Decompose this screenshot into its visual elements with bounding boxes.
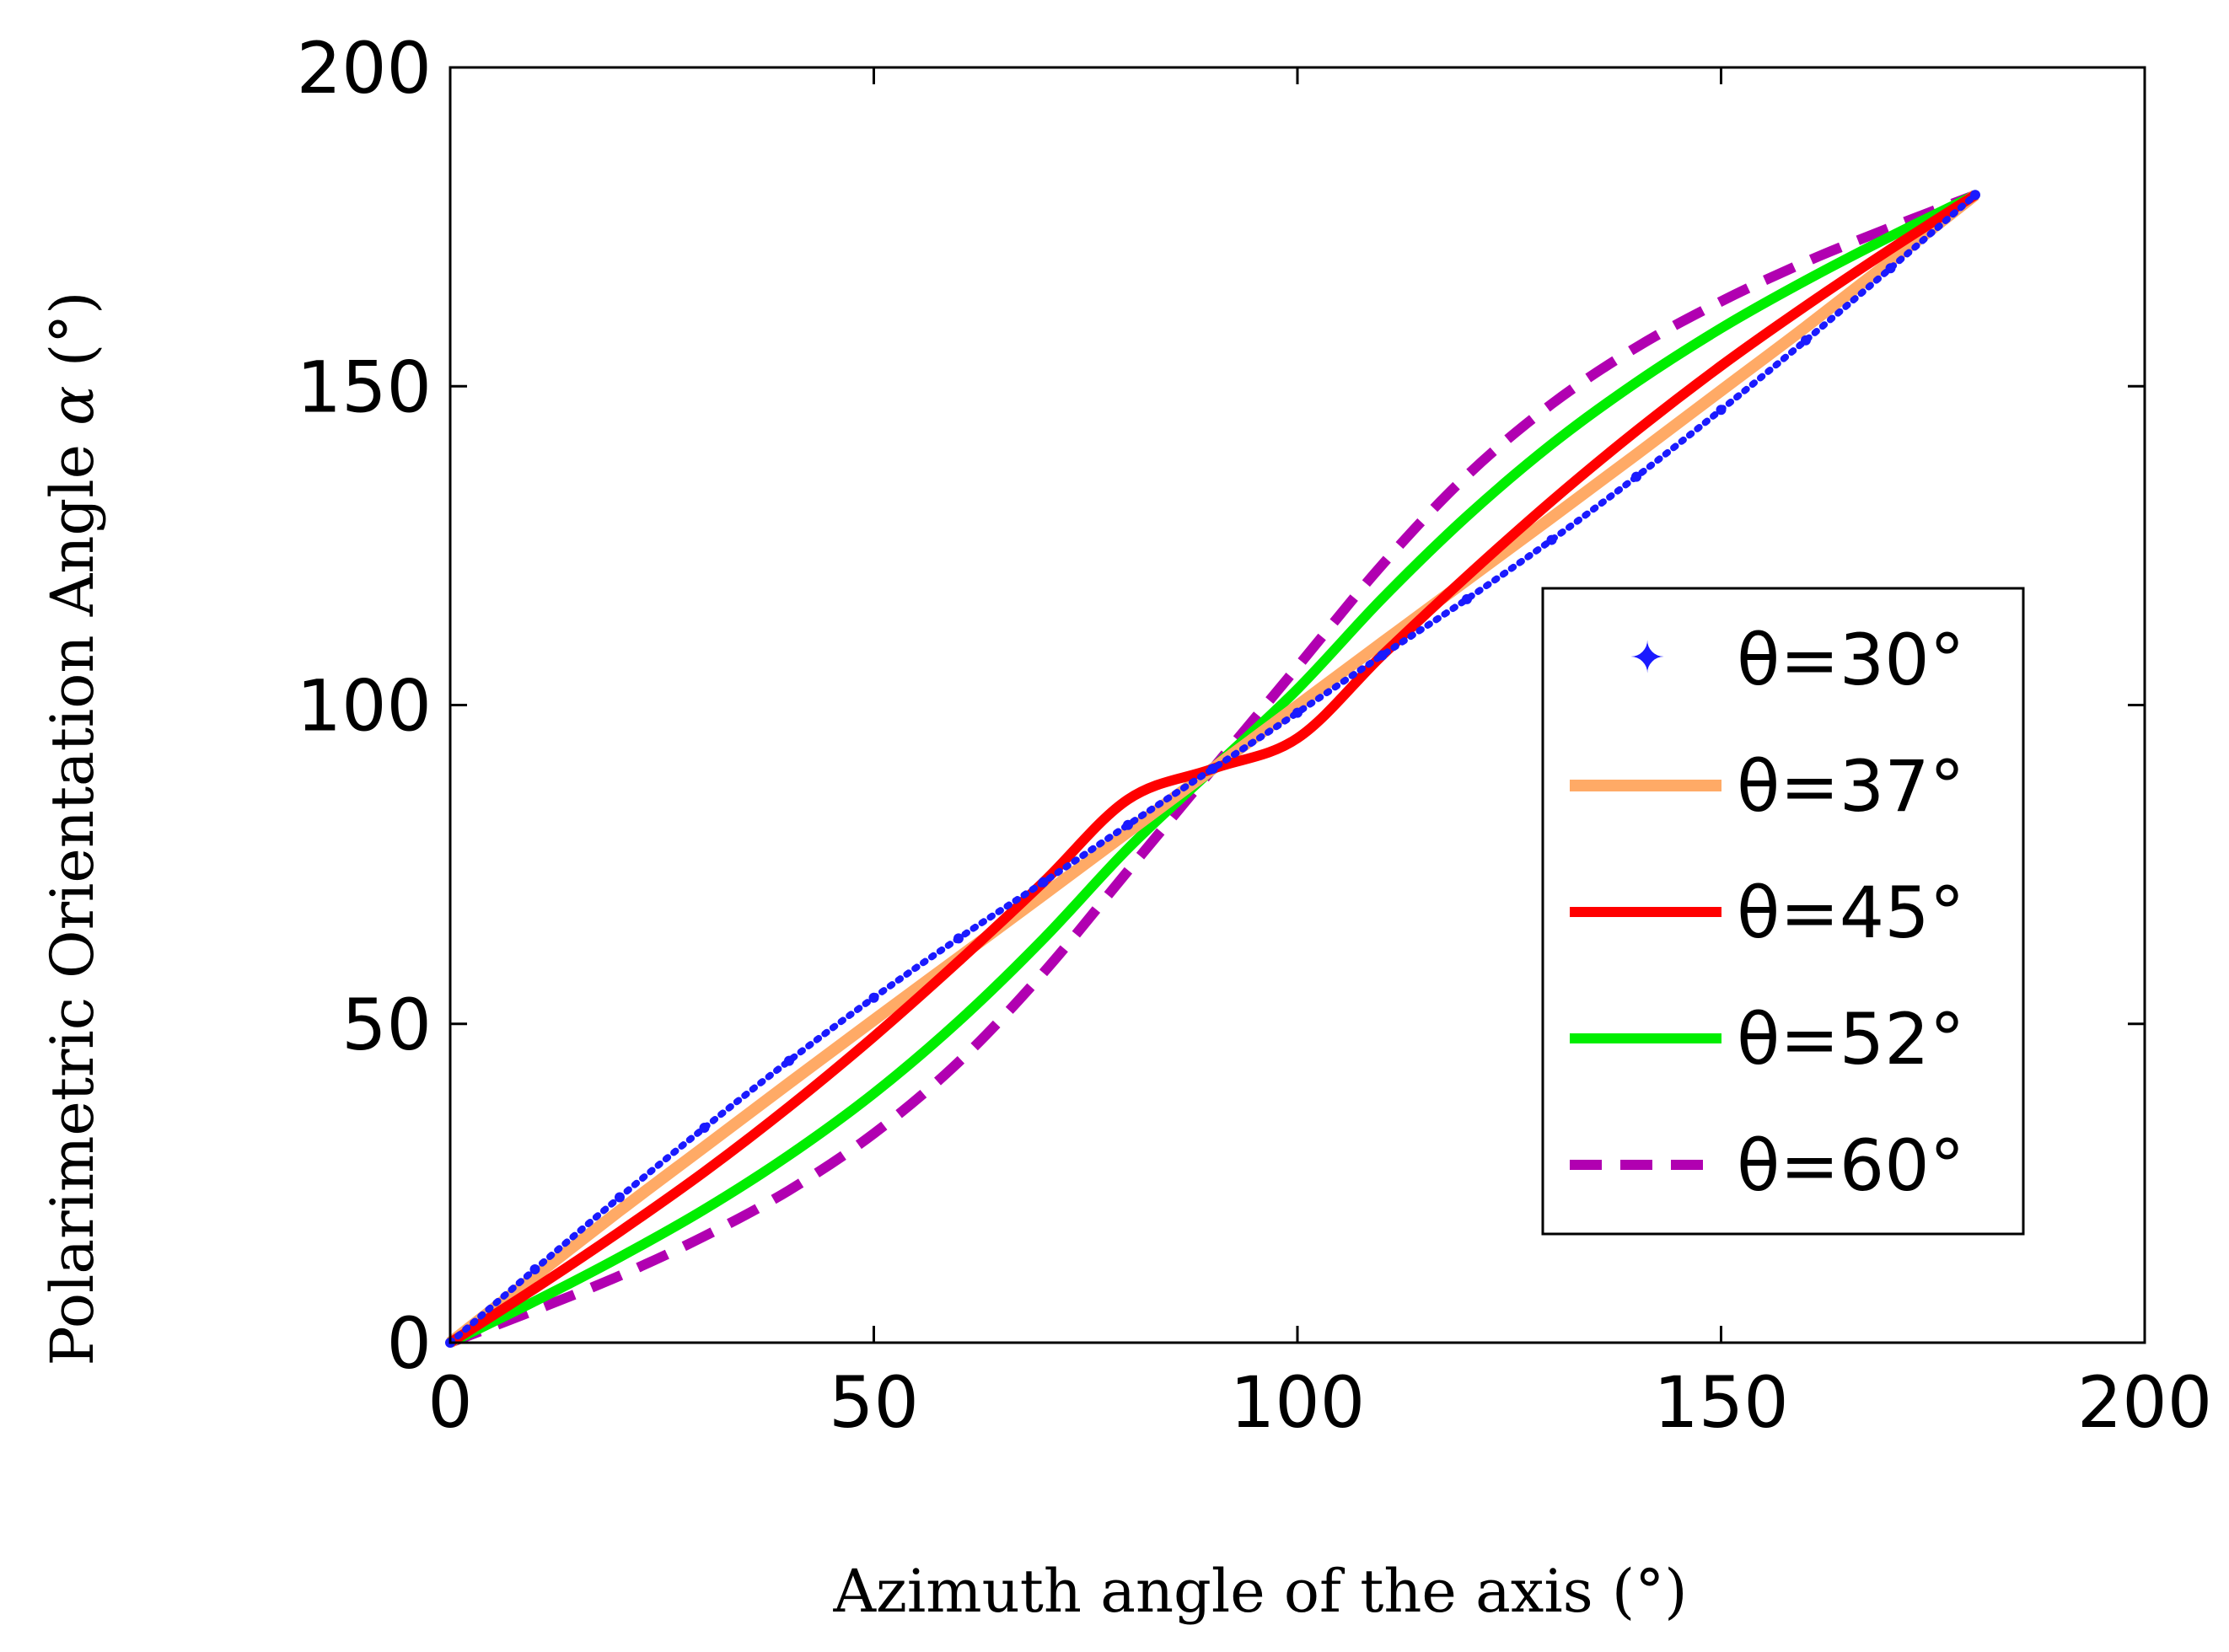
y-tick-label: 100 [297, 665, 432, 748]
legend-label-theta-37: θ=37° [1737, 745, 1965, 828]
data-point-theta-30 [1462, 593, 1472, 604]
data-point-theta-30 [699, 1123, 710, 1134]
legend-entries: ✦ θ=30° θ=37° θ=45° θ=52° θ=60° [1570, 619, 1965, 1207]
data-point-theta-30 [1546, 534, 1557, 545]
legend-marker-theta-30: ✦ [1629, 633, 1666, 684]
y-axis-title-symbol: α [38, 385, 107, 425]
y-tick-label: 0 [387, 1302, 432, 1385]
data-point-theta-30 [1885, 263, 1896, 274]
x-tick-label: 200 [2077, 1361, 2212, 1444]
data-point-theta-30 [615, 1192, 625, 1203]
data-point-theta-30 [1038, 877, 1049, 888]
y-tick-label: 50 [341, 984, 432, 1066]
series-layer [445, 190, 1980, 1348]
data-point-theta-30 [1377, 650, 1388, 661]
legend-label-theta-60: θ=60° [1737, 1124, 1965, 1207]
x-tick-label: 150 [1653, 1361, 1788, 1444]
legend-label-theta-30: θ=30° [1737, 619, 1965, 701]
data-point-theta-30 [1292, 707, 1302, 718]
x-tick-label: 100 [1230, 1361, 1365, 1444]
x-tick-label: 0 [427, 1361, 472, 1444]
y-axis-title-group: Polarimetric Orientation Angle α (°) [38, 292, 107, 1366]
y-tick-label: 200 [297, 27, 432, 110]
y-axis-title: Polarimetric Orientation Angle α (°) [38, 292, 107, 1366]
x-tick-label: 50 [829, 1361, 919, 1444]
y-axis-title-prefix: Polarimetric Orientation Angle [38, 426, 107, 1366]
legend-label-theta-52: θ=52° [1737, 998, 1965, 1081]
data-point-theta-30 [1716, 405, 1727, 416]
data-point-theta-30 [1123, 819, 1133, 830]
data-point-theta-30 [868, 992, 879, 1003]
legend-label-theta-45: θ=45° [1737, 872, 1965, 954]
data-point-theta-30 [953, 933, 964, 944]
data-point-theta-30 [1631, 471, 1641, 482]
data-point-theta-30 [1801, 335, 1811, 346]
ticks-layer: 0 50 100 150 200 0 50 100 150 200 [297, 27, 2213, 1444]
legend: ✦ θ=30° θ=37° θ=45° θ=52° θ=60° [1541, 587, 2025, 1236]
data-point-theta-30 [1970, 190, 1980, 201]
y-tick-label: 150 [297, 346, 432, 428]
data-point-theta-30 [1207, 764, 1218, 775]
data-point-theta-30 [784, 1055, 794, 1066]
y-axis-title-suffix: (°) [38, 292, 107, 386]
data-point-theta-30 [529, 1264, 540, 1275]
x-axis-title: Azimuth angle of the axis (°) [832, 1557, 1687, 1626]
